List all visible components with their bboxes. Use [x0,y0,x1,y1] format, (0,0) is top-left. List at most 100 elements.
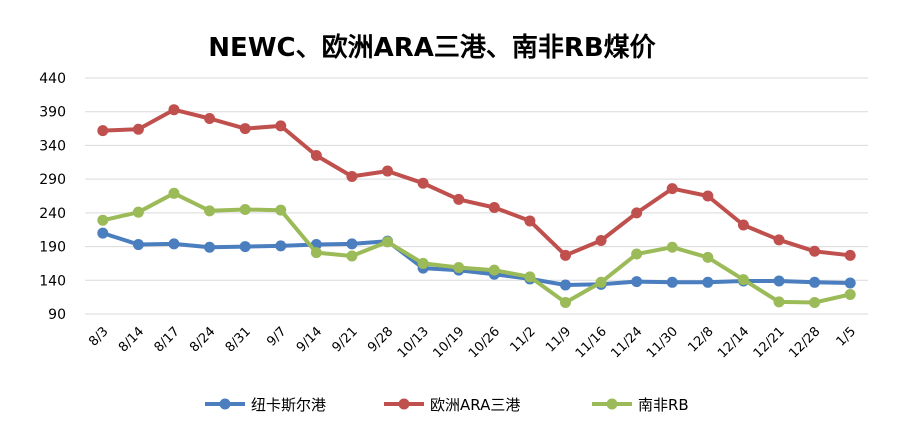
data-point [346,170,358,182]
x-tick-label: 8/17 [152,324,183,355]
data-point [168,104,180,116]
data-point [666,183,678,195]
series-line [100,107,853,258]
y-axis-ticks: 440 390 340 290 240 190 140 90 [39,71,66,323]
x-tick-label: 11/9 [543,324,574,355]
data-point [346,238,358,250]
data-point [595,235,607,247]
x-tick-label: 12/28 [786,324,823,361]
series-line [100,191,853,305]
x-tick-label: 9/7 [264,324,289,349]
data-point [844,249,856,261]
data-point [239,241,251,253]
data-point [809,297,821,309]
series-2 [97,104,856,261]
data-point [204,112,216,124]
data-point [417,257,429,269]
data-point [524,215,536,227]
x-tick-label: 8/14 [116,324,147,355]
data-point [168,238,180,250]
y-tick-label: 390 [39,105,66,121]
data-point [382,165,394,177]
data-point [809,245,821,257]
data-point [737,219,749,231]
data-point [346,250,358,262]
data-point [239,123,251,135]
legend-label: 纽卡斯尔港 [251,396,326,414]
chart-title: NEWC、欧洲ARA三港、南非RB煤价 [208,32,656,63]
data-point [524,271,536,283]
x-tick-label: 11/30 [644,324,681,361]
y-tick-label: 290 [39,172,66,188]
data-point [773,234,785,246]
legend-swatch-marker [606,398,618,410]
data-point [702,251,714,263]
y-tick-label: 340 [39,138,66,154]
data-point [97,214,109,226]
y-tick-label: 190 [39,240,66,256]
legend: 纽卡斯尔港 欧洲ARA三港 南非RB [205,396,689,414]
x-tick-label: 8/24 [187,324,218,355]
y-tick-label: 240 [39,206,66,222]
data-point [488,201,500,213]
data-point [666,241,678,253]
data-point [168,187,180,199]
data-point [97,125,109,137]
data-point [275,240,287,252]
data-point [737,274,749,286]
data-point [417,177,429,189]
data-point [132,206,144,218]
data-point [382,236,394,248]
data-point [204,205,216,217]
data-point [702,190,714,202]
x-tick-label: 10/19 [430,324,467,361]
data-point [559,297,571,309]
legend-swatch-marker [219,398,231,410]
data-point [275,204,287,216]
x-tick-label: 9/14 [294,324,325,355]
x-tick-label: 11/24 [608,324,645,361]
data-point [631,276,643,288]
data-point [275,120,287,132]
series-line [100,231,853,287]
x-tick-label: 11/16 [573,324,610,361]
data-point [453,261,465,273]
data-point [559,279,571,291]
data-point [239,203,251,215]
x-tick-label: 8/31 [223,324,254,355]
data-point [132,239,144,251]
data-point [132,123,144,135]
data-point [666,276,678,288]
x-tick-label: 11/2 [507,324,538,355]
x-tick-label: 9/21 [330,324,361,355]
legend-swatch-marker [398,398,410,410]
y-tick-label: 90 [48,307,66,323]
series-lines [97,104,856,309]
legend-label: 南非RB [638,396,689,414]
data-point [310,247,322,259]
data-point [595,276,607,288]
data-point [631,248,643,260]
data-point [809,276,821,288]
x-tick-label: 12/8 [685,324,716,355]
data-point [453,193,465,205]
data-point [773,296,785,308]
x-tick-label: 12/14 [715,324,752,361]
data-point [702,276,714,288]
x-tick-label: 9/28 [365,324,396,355]
x-axis-ticks: 8/3 8/14 8/17 8/24 8/31 9/7 9/14 9/21 9/2810/131… [86,324,859,361]
data-point [773,275,785,287]
y-tick-label: 440 [39,71,66,87]
data-point [204,241,216,253]
x-tick-label: 1/5 [834,324,859,349]
data-point [97,227,109,239]
y-tick-label: 140 [39,273,66,289]
gridlines [85,77,868,315]
series-3 [97,187,856,309]
data-point [844,288,856,300]
x-tick-label: 10/26 [466,324,503,361]
data-point [844,277,856,289]
data-point [310,150,322,162]
x-tick-label: 10/13 [395,324,432,361]
